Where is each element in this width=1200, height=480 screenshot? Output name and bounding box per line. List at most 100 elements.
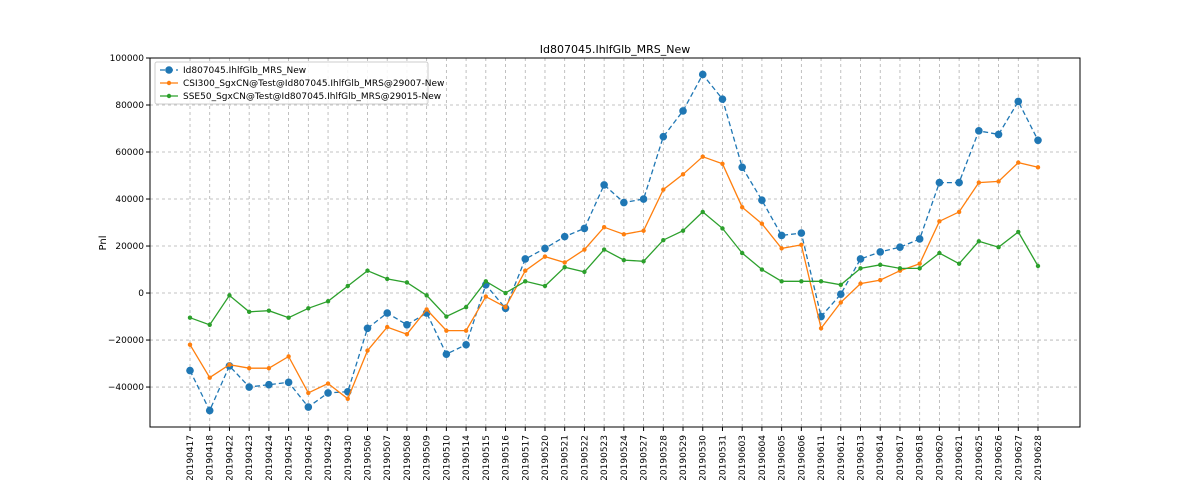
data-point [345, 396, 350, 401]
data-point [620, 198, 628, 207]
data-point [286, 354, 291, 359]
data-point [937, 219, 942, 224]
data-point [956, 209, 962, 215]
data-point [698, 70, 707, 79]
data-point [205, 406, 214, 415]
data-point [1016, 160, 1021, 165]
x-tick-label: 20190522 [580, 435, 590, 480]
grid-lines [150, 57, 1080, 427]
series-2 [187, 154, 1041, 401]
data-point [385, 324, 390, 330]
data-point [917, 266, 922, 271]
data-point [463, 304, 469, 310]
x-tick-label: 20190507 [383, 435, 393, 480]
data-point [265, 380, 273, 389]
x-tick-label: 20190506 [363, 435, 373, 480]
data-point [639, 195, 648, 203]
x-tick-label: 20190621 [955, 435, 965, 480]
data-point [956, 261, 962, 266]
data-point [878, 262, 883, 268]
data-point [915, 235, 924, 243]
data-point [858, 281, 863, 286]
data-point [325, 299, 331, 304]
x-tick-label: 20190521 [561, 435, 571, 480]
data-point [896, 243, 904, 252]
data-point [679, 107, 687, 115]
data-point [444, 314, 449, 319]
data-point [897, 266, 903, 271]
data-point [424, 307, 429, 312]
data-point [266, 308, 272, 313]
legend-marker [165, 66, 173, 74]
x-tick-label: 20190418 [206, 435, 216, 480]
data-point [818, 326, 824, 331]
data-point [266, 366, 272, 371]
data-point [996, 179, 1001, 184]
y-tick-label: 20000 [115, 242, 144, 252]
data-point [976, 180, 982, 185]
chart-title: Id807045.IhlfGlb_MRS_New [540, 43, 691, 56]
data-point [720, 226, 725, 231]
x-tick-label: 20190425 [285, 435, 295, 480]
data-point [582, 247, 587, 252]
x-tick-label: 20190527 [640, 435, 650, 480]
data-point [560, 232, 569, 241]
x-tick-label: 20190516 [502, 435, 512, 480]
data-point [284, 378, 293, 387]
legend-label: Id807045.IhlfGlb_MRS_New [183, 66, 306, 76]
x-tick-label: 20190628 [1034, 435, 1044, 480]
legend-label: CSI300_SgxCN@Test@Id807045.IhlfGlb_MRS@2… [183, 79, 444, 89]
data-point [659, 132, 668, 141]
data-point [1035, 263, 1041, 269]
data-point [207, 375, 212, 380]
data-point [838, 282, 843, 288]
data-point [601, 247, 607, 252]
series-group [186, 70, 1042, 415]
data-point [797, 229, 806, 237]
data-point [878, 277, 883, 283]
data-point [207, 322, 212, 327]
data-point [383, 309, 392, 317]
data-point [700, 209, 705, 215]
data-point [306, 306, 311, 311]
x-tick-label: 20190617 [896, 435, 906, 480]
data-point [661, 187, 666, 192]
data-point [621, 257, 627, 263]
data-point [994, 130, 1003, 139]
data-point [799, 242, 804, 248]
data-point [876, 248, 885, 256]
data-point [836, 290, 845, 299]
data-point [521, 255, 530, 263]
x-tick-label: 20190517 [521, 435, 531, 480]
data-point [542, 254, 548, 259]
data-point [680, 172, 686, 177]
x-tick-label: 20190426 [304, 435, 314, 480]
data-point [542, 283, 548, 289]
data-point [286, 315, 291, 320]
x-tick-label: 20190620 [935, 435, 945, 480]
data-point [444, 328, 449, 333]
x-tick-label: 20190508 [403, 435, 413, 480]
data-point [363, 324, 372, 333]
y-axis-label: Pnl [98, 236, 109, 251]
x-tick-label: 20190417 [186, 435, 196, 480]
data-point [935, 178, 944, 187]
x-tick-label: 20190612 [837, 435, 847, 480]
data-point [779, 246, 784, 251]
data-point [779, 279, 784, 284]
y-tick-label: −40000 [108, 383, 144, 393]
data-point [838, 300, 843, 305]
data-point [917, 261, 922, 266]
data-point [718, 95, 727, 103]
data-point [227, 293, 232, 298]
data-point [325, 381, 331, 386]
legend-marker [166, 93, 172, 99]
x-tick-label: 20190422 [225, 435, 235, 480]
data-point [720, 161, 725, 166]
data-point [580, 224, 589, 233]
x-tick-label: 20190611 [817, 435, 827, 480]
data-point [463, 328, 469, 333]
data-point [661, 237, 666, 243]
x-tick-label: 20190626 [995, 435, 1005, 480]
data-point [739, 250, 745, 256]
